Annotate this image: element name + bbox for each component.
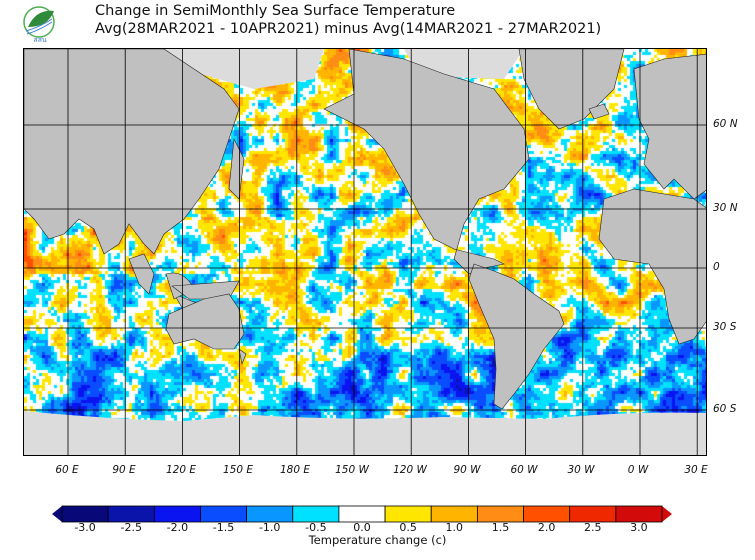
colorbar-tick-label: 3.0: [630, 521, 648, 534]
colorbar-tick-label: -2.5: [120, 521, 142, 534]
latitude-label: 60 S: [713, 403, 737, 415]
longitude-label: 120 W: [393, 464, 427, 476]
land-layer: [24, 49, 706, 455]
longitude-label: 90 E: [112, 464, 136, 476]
latitude-label: 30 S: [713, 321, 737, 333]
colorbar-swatch: [153, 505, 201, 523]
longitude-label: 150 W: [335, 464, 369, 476]
logo: สสน: [23, 6, 55, 43]
colorbar-swatch: [569, 505, 617, 523]
chart-title: Change in SemiMonthly Sea Surface Temper…: [95, 3, 456, 19]
graticule: [24, 49, 706, 455]
colorbar-tick-label: 2.0: [537, 521, 556, 534]
colorbar-tick-label: -3.0: [74, 521, 96, 534]
colorbar-tick-label: 2.5: [584, 521, 602, 534]
colorbar-swatch: [523, 505, 571, 523]
colorbar-tick-label: 0.5: [399, 521, 417, 534]
colorbar-swatch: [246, 505, 294, 523]
longitude-label: 90 W: [453, 464, 481, 476]
longitude-label: 150 E: [222, 464, 254, 476]
colorbar-swatch: [292, 505, 340, 523]
colorbar-swatch: [200, 505, 248, 523]
colorbar-swatch: [615, 505, 663, 523]
colorbar-low-arrow: [52, 506, 62, 522]
colorbar-tick-label: -1.0: [258, 521, 281, 534]
colorbar-swatch: [384, 505, 432, 523]
colorbar-tick-label: 1.0: [445, 521, 464, 534]
colorbar-swatch: [107, 505, 155, 523]
svg-text:สสน: สสน: [33, 36, 47, 43]
longitude-label: 0 W: [627, 464, 649, 476]
colorbar-label: Temperature change (c): [308, 533, 447, 547]
latitude-label: 0: [713, 261, 720, 273]
colorbar-swatch: [61, 505, 109, 523]
longitude-label: 180 E: [279, 464, 311, 476]
sst-change-map: [23, 48, 707, 456]
longitude-label: 30 W: [567, 464, 595, 476]
colorbar-swatch: [338, 505, 386, 523]
longitude-label: 30 E: [684, 464, 708, 476]
longitude-label: 60 E: [55, 464, 79, 476]
colorbar-tick-label: -2.0: [166, 521, 189, 534]
colorbar-swatch: [430, 505, 478, 523]
continents: [24, 49, 706, 410]
longitude-label: 60 W: [510, 464, 538, 476]
longitude-label: 120 E: [165, 464, 197, 476]
colorbar-tick-label: 1.5: [491, 521, 510, 534]
colorbar-tick-label: 0.0: [353, 521, 371, 534]
colorbar-swatch: [476, 505, 524, 523]
latitude-label: 30 N: [713, 202, 738, 214]
latitude-label: 60 N: [713, 118, 738, 130]
chart-subtitle: Avg(28MAR2021 - 10APR2021) minus Avg(14M…: [95, 21, 602, 37]
colorbar-tick-label: -1.5: [212, 521, 235, 534]
colorbar-high-arrow: [662, 506, 672, 522]
colorbar-tick-label: -0.5: [305, 521, 327, 534]
colorbar: [52, 505, 672, 523]
